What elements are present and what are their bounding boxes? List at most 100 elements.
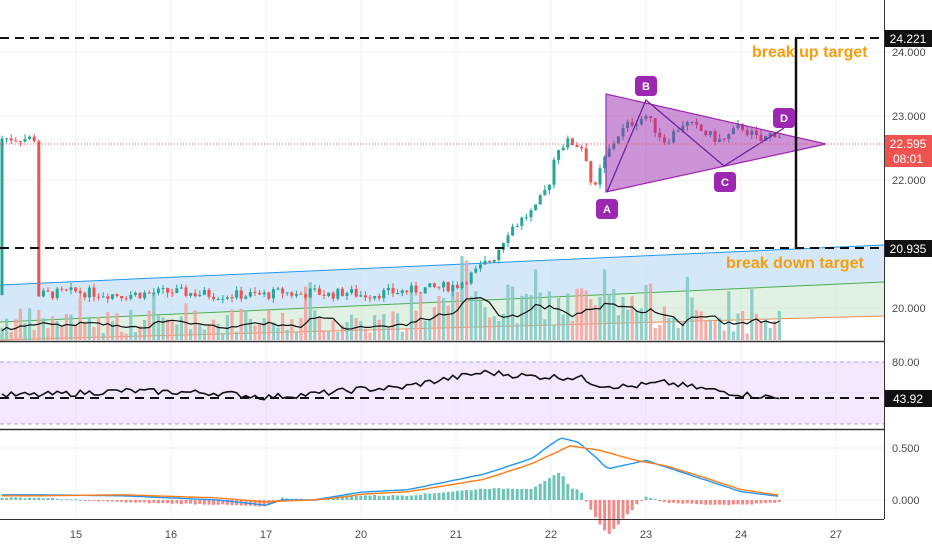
macd-hist-bar [64,499,68,501]
macd-hist-bar [18,497,22,500]
macd-hist-bar [630,500,634,511]
macd-hist-bar [409,495,413,500]
volume-bar [87,318,91,340]
volume-bar [419,294,423,340]
volume-bar [649,283,653,340]
svg-text:A: A [603,204,611,216]
candle-body [593,182,597,185]
volume-bar [322,330,326,340]
svg-text:08:01: 08:01 [893,152,923,166]
macd-hist-bar [258,500,262,507]
candle-body [271,289,275,299]
macd-hist-bar [193,500,197,505]
candle-body [304,294,308,298]
candle-body [202,289,206,295]
volume-bar [635,310,639,340]
volume-bar [110,321,114,340]
macd-hist-bar [469,490,473,500]
candle-body [409,285,413,293]
candle-body [584,148,588,162]
volume-bar [101,333,105,340]
candle-body [97,296,101,298]
macd-hist-bar [110,500,114,502]
candle-body [543,189,547,196]
candle-body [14,140,18,142]
point-b-badge[interactable]: B [635,76,657,96]
macd-hist-bar [9,497,13,500]
macd-hist-bar [51,498,55,500]
macd-hist-bar [120,500,124,502]
macd-hist-bar [55,498,59,500]
volume-bar [704,320,708,340]
volume-bar [253,325,257,340]
point-d-badge[interactable]: D [773,108,795,128]
macd-hist-bar [221,500,225,505]
candle-body [455,284,459,289]
volume-bar [345,322,349,340]
volume-bar [267,310,271,340]
macd-hist-bar [676,500,680,504]
volume-bar [317,317,321,340]
volume-bar [708,319,712,340]
candle-body [37,141,41,297]
candle-body [212,296,216,300]
candle-body [497,249,501,261]
time-axis[interactable]: 15 16 17 20 21 22 23 24 27 [70,529,842,541]
candle-body [276,288,280,290]
volume-bar [400,331,404,340]
volume-bar [55,321,59,340]
candle-body [258,292,262,295]
macd-hist-bar [225,500,229,505]
point-a-badge[interactable]: A [596,199,618,219]
candle-body [428,283,432,288]
volume-bar [143,319,147,340]
macd-panel[interactable] [0,431,884,519]
volume-bar [97,316,101,340]
svg-text:22.595: 22.595 [890,137,927,151]
macd-hist-bar [124,500,128,503]
candle-body [557,150,561,160]
volume-bar [14,319,18,340]
volume-bar [681,320,685,340]
candle-body [589,161,593,183]
abcd-zigzag [606,99,785,193]
macd-hist-bar [97,500,101,502]
volume-bar [152,292,156,340]
macd-hist-bar [690,500,694,504]
macd-hist-bar [511,488,515,500]
volume-bar [616,315,620,340]
volume-bar [133,331,137,340]
macd-hist-bar [175,500,179,504]
volume-bar [74,324,78,340]
volume-bar [304,286,308,340]
candle-body [18,141,22,143]
volume-bar [460,256,464,340]
volume-bar [497,320,501,340]
volume-bar [483,307,487,340]
price-axis[interactable] [884,0,932,519]
volume-bar [170,320,174,340]
volume-bar [561,314,565,340]
macd-hist-bar [685,500,689,504]
candle-body [46,290,50,292]
triangle-pattern[interactable] [605,93,827,193]
volume-bar [308,282,312,340]
macd-hist-bar [74,499,78,501]
volume-bar [373,315,377,340]
macd-hist-bar [598,500,602,525]
volume-bar [212,319,216,340]
candle-body [64,289,68,291]
candle-body [106,296,110,299]
macd-hist-bar [612,500,616,529]
candle-body [575,144,579,147]
candle-body [101,296,105,298]
volume-bar [676,327,680,340]
price-tick: 20.000 [892,303,926,315]
volume-bar [166,319,170,340]
point-c-badge[interactable]: C [714,172,736,192]
macd-hist-bar [649,497,653,500]
volume-bar [437,296,441,340]
candle-body [377,296,381,299]
candle-body [189,292,193,296]
